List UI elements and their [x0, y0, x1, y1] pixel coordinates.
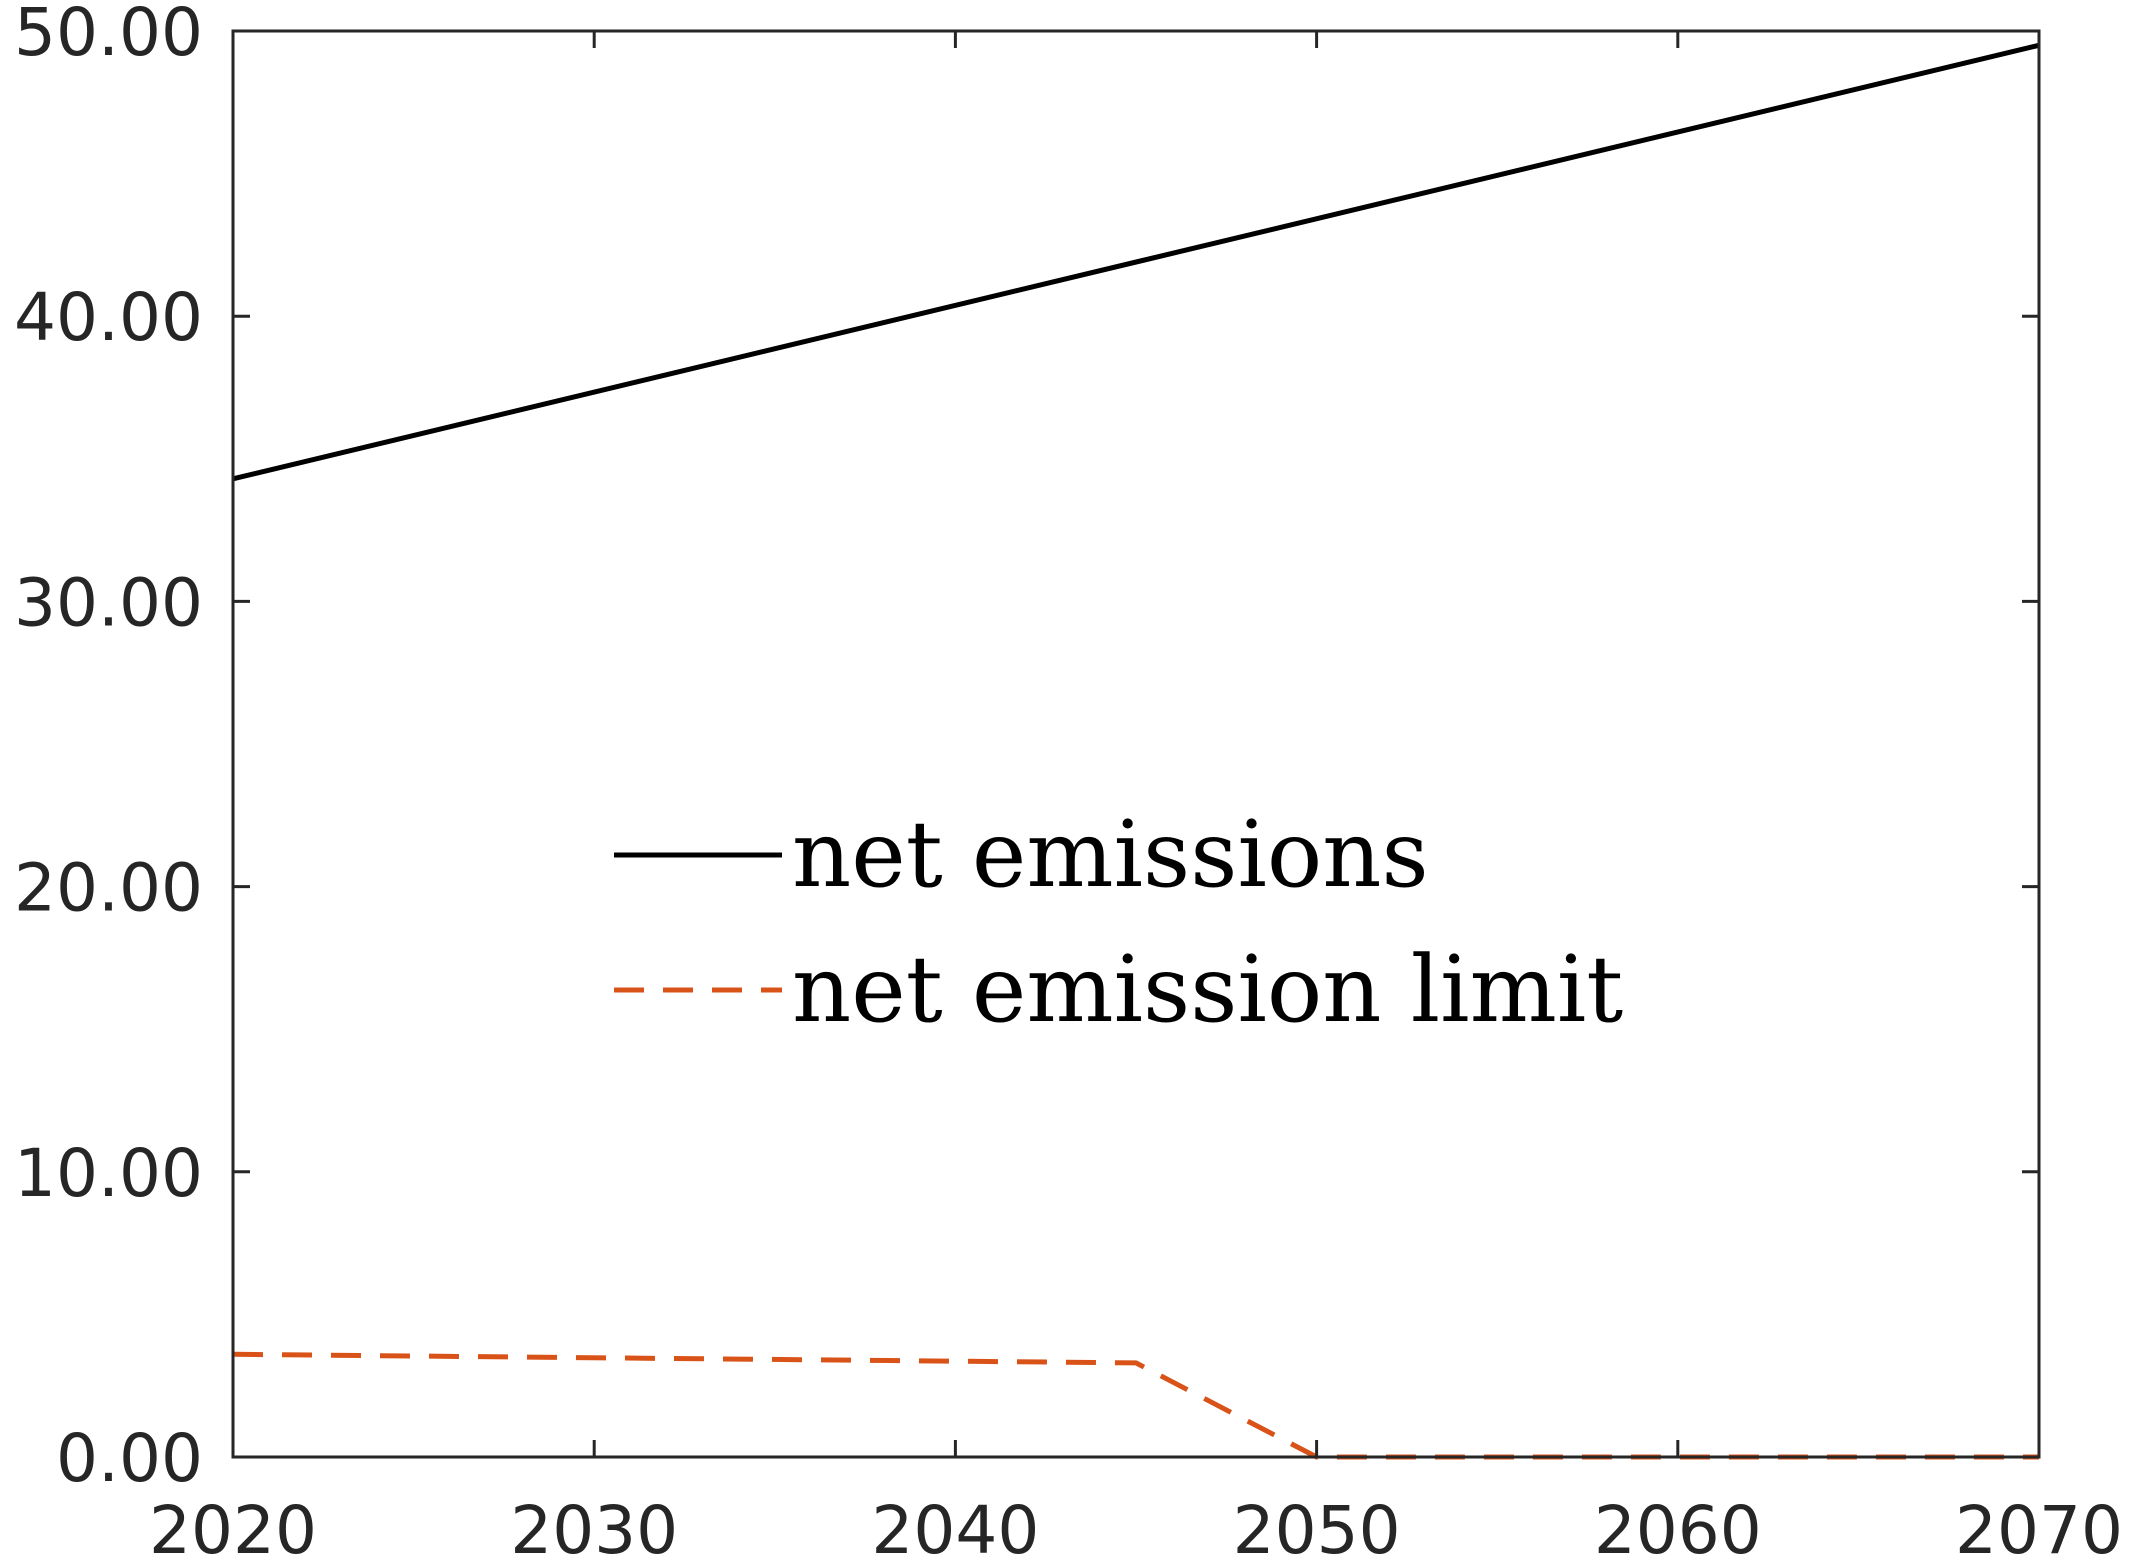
series-line-net-emissions: [232, 42, 2040, 482]
y-tick-label: 30.00: [14, 564, 203, 641]
y-tick-label: 10.00: [14, 1135, 203, 1212]
series-layer: [232, 42, 2040, 1460]
x-tick-label: 2050: [1233, 1492, 1401, 1554]
legend: net emissions net emission limit: [614, 801, 1623, 1043]
x-tick-labels: 2020 2030 2040 2050 2060 2070: [149, 1492, 2123, 1554]
y-tick-label: 50.00: [14, 0, 203, 71]
x-tick-label: 2070: [1955, 1492, 2123, 1554]
legend-label-net-emission-limit: net emission limit: [792, 936, 1623, 1043]
x-tick-label: 2060: [1594, 1492, 1762, 1554]
y-tick-label: 20.00: [14, 850, 203, 927]
y-tick-label: 0.00: [56, 1420, 203, 1497]
series-line-net-emission-limit: [232, 1351, 2039, 1460]
plot-frame: [231, 29, 2041, 1459]
ticks-layer: [231, 29, 2041, 1459]
x-tick-label: 2020: [149, 1492, 317, 1554]
plot-background: [233, 31, 2039, 1457]
y-tick-label: 40.00: [14, 279, 203, 356]
y-tick-labels: 0.00 10.00 20.00 30.00 40.00 50.00: [14, 0, 203, 1497]
x-tick-label: 2030: [510, 1492, 678, 1554]
legend-label-net-emissions: net emissions: [792, 801, 1429, 908]
x-tick-label: 2040: [871, 1492, 1039, 1554]
